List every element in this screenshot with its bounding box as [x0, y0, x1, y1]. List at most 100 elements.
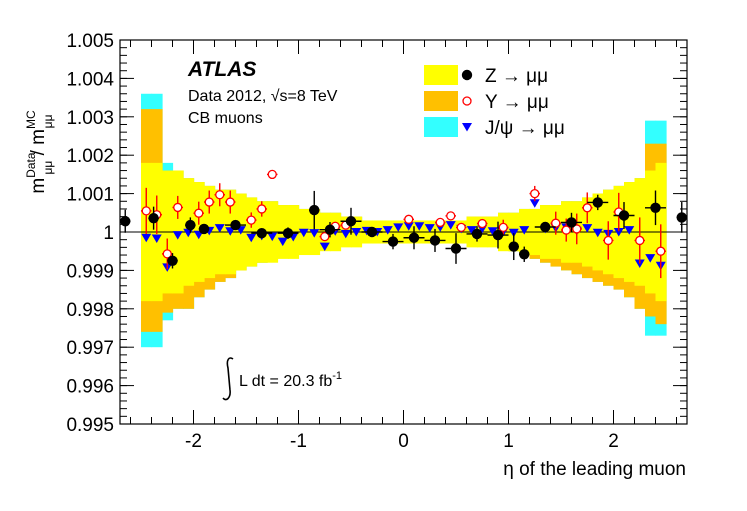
x-tick-label: 1	[503, 431, 514, 452]
legend-marker	[462, 123, 472, 132]
jpsi-point	[319, 242, 330, 252]
upsilon-point	[404, 214, 414, 224]
x-axis-ticks: -2 -1 0 1 2	[130, 40, 677, 452]
upsilon-point	[194, 208, 204, 218]
jpsi-point	[351, 228, 362, 237]
x-tick-label: 2	[608, 431, 619, 452]
z-point	[650, 202, 661, 214]
luminosity-label: L dt = 20.3 fb-1	[222, 357, 342, 401]
upsilon-point	[173, 202, 183, 213]
jpsi-point	[508, 228, 519, 238]
jpsi-point	[214, 224, 225, 233]
z-point	[366, 226, 378, 238]
upsilon-point	[498, 222, 508, 233]
x-tick-label: -2	[185, 431, 202, 452]
y-tick-label: 1.001	[66, 185, 114, 206]
legend-marker	[461, 69, 473, 81]
y-tick-label: 1.005	[66, 31, 114, 52]
y-tick-label: 1.002	[66, 146, 114, 167]
upsilon-point	[215, 190, 225, 200]
z-point	[185, 219, 196, 231]
jpsi-point	[414, 222, 425, 231]
jpsi-point	[519, 226, 530, 235]
upsilon-point	[656, 246, 666, 256]
z-point	[471, 228, 483, 240]
z-point	[508, 241, 519, 252]
upsilon-point	[530, 188, 540, 199]
integral-sign	[222, 357, 234, 401]
muon-type-label: CB muons	[188, 110, 263, 127]
upsilon-point	[246, 215, 256, 225]
legend-item: J/ψ → μμ	[424, 117, 565, 139]
legend-label: Υ → μμ	[485, 92, 549, 113]
z-point	[519, 249, 530, 260]
y-tick-label: 0.995	[66, 415, 114, 436]
jpsi-point	[634, 259, 645, 268]
jpsi-point	[309, 229, 320, 238]
legend-item: Z → μμ	[424, 65, 548, 87]
legend-marker	[462, 96, 472, 106]
series-open-circle	[141, 169, 666, 279]
z-point	[167, 255, 178, 266]
upsilon-point	[267, 169, 277, 180]
jpsi-point	[403, 222, 414, 231]
jpsi-point	[151, 234, 162, 244]
data-info-label: Data 2012, √s=8 TeV	[188, 88, 338, 105]
jpsi-point	[298, 228, 309, 238]
jpsi-point	[624, 226, 635, 235]
z-point	[324, 224, 336, 235]
legend: Z → μμ Υ → μμ J/ψ → μμ	[424, 65, 565, 139]
jpsi-point	[267, 232, 278, 242]
upsilon-point	[141, 206, 151, 216]
upsilon-point	[320, 231, 330, 242]
x-tick-label: -1	[290, 431, 307, 452]
z-point	[676, 212, 687, 223]
upsilon-point	[435, 217, 445, 228]
upsilon-point	[603, 235, 613, 246]
upsilon-point	[572, 224, 582, 234]
z-point	[592, 197, 603, 208]
jpsi-point	[445, 221, 456, 230]
upsilon-point	[561, 225, 571, 235]
luminosity-unit-exponent: -1	[332, 370, 342, 382]
jpsi-point	[246, 233, 257, 243]
z-point	[256, 227, 267, 239]
upsilon-point	[162, 249, 172, 259]
upsilon-point	[257, 204, 267, 214]
z-point	[309, 204, 320, 216]
z-point	[450, 243, 462, 254]
luminosity-text: L dt = 20.3 fb	[239, 373, 332, 390]
z-point	[618, 210, 630, 221]
legend-label: Z → μμ	[485, 66, 548, 87]
upsilon-point	[582, 203, 592, 213]
jpsi-point	[592, 228, 603, 238]
jpsi-point	[340, 229, 351, 239]
series-filled-circle	[120, 190, 687, 269]
legend-band-swatch	[424, 117, 458, 137]
z-point	[198, 223, 210, 235]
jpsi-point	[424, 224, 435, 233]
z-point	[408, 232, 420, 243]
jpsi-point	[141, 233, 152, 243]
data-points	[120, 169, 687, 279]
x-axis-title: η of the leading muon	[503, 459, 686, 480]
z-point	[492, 229, 504, 241]
y-tick-label: 1.003	[66, 108, 114, 129]
y-tick-label: 0.998	[66, 300, 114, 321]
z-point	[148, 212, 159, 224]
upsilon-point	[204, 197, 214, 207]
upsilon-point	[635, 235, 645, 246]
x-tick-label: 0	[398, 431, 409, 452]
y-tick-label: 0.999	[66, 261, 114, 282]
svg-text:L dt = 20.3 fb-1: L dt = 20.3 fb-1	[239, 370, 342, 390]
y-tick-label: 0.997	[66, 338, 114, 359]
z-point	[230, 219, 241, 231]
jpsi-point	[582, 224, 593, 233]
y-axis-title: mData μμ / mMC μμ	[24, 110, 55, 194]
legend-item: Υ → μμ	[424, 91, 549, 113]
jpsi-point	[382, 226, 393, 235]
jpsi-point	[172, 231, 183, 240]
z-point	[345, 216, 357, 227]
y-tick-label: 1	[103, 223, 114, 244]
